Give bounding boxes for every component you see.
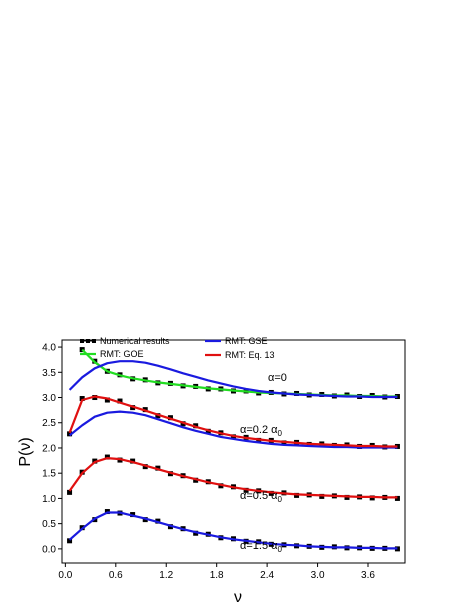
y-axis-label: P(ν) [17, 437, 34, 466]
series-line [68, 395, 398, 448]
legend-marker [92, 339, 96, 343]
y-tick-label: 3.5 [42, 368, 56, 379]
y-tick-label: 4.0 [42, 343, 56, 354]
legend-label: RMT: Eq. 13 [225, 350, 275, 360]
data-point [394, 443, 400, 449]
x-tick-label: 2.4 [260, 570, 274, 581]
legend-entry: RMT: GSE [205, 336, 268, 346]
x-tick-label: 1.8 [210, 570, 224, 581]
annotation: α=1.5 α0 [240, 540, 283, 554]
data-point [394, 495, 400, 501]
data-point [394, 546, 400, 552]
y-tick-label: 3.0 [42, 393, 56, 404]
annotation-sub: 0 [278, 429, 283, 438]
data-point [79, 396, 85, 402]
data-point [67, 431, 73, 437]
x-axis-label: ν [234, 589, 242, 606]
legend-entry: RMT: Eq. 13 [205, 350, 275, 360]
legend-marker [80, 339, 84, 343]
data-point [104, 397, 110, 403]
legend-label: RMT: GSE [225, 336, 268, 346]
legend-marker [86, 339, 90, 343]
data-point [79, 347, 85, 353]
y-tick-label: 2.5 [42, 418, 56, 429]
series-line [68, 457, 398, 499]
y-tick-label: 1.0 [42, 494, 56, 505]
data-point [67, 489, 73, 495]
plot-frame [61, 339, 406, 564]
legend-label: RMT: GOE [100, 349, 144, 359]
annotation: α=0 [268, 372, 287, 384]
legend-entry: RMT: GOE [80, 349, 144, 359]
annotation-sub: 0 [278, 495, 283, 504]
data-point [117, 398, 123, 404]
series-line [68, 360, 398, 399]
x-tick-label: 3.6 [361, 570, 375, 581]
data-point [67, 538, 73, 544]
annotation-text: α=1.5 α [240, 540, 278, 552]
y-tick-label: 2.0 [42, 443, 56, 454]
annotation-sub: 0 [278, 545, 283, 554]
annotation-text: α=0 [268, 372, 287, 384]
annotation-text: α=0.2 α [240, 424, 278, 436]
y-tick-label: 0.0 [42, 544, 56, 555]
annotation: α=0.2 α0 [240, 424, 283, 438]
x-tick-label: 0.6 [109, 570, 123, 581]
y-tick-label: 0.5 [42, 519, 56, 530]
annotation: α=0.5 α0 [240, 490, 283, 504]
x-tick-label: 0.0 [58, 570, 72, 581]
legend-entry: Numerical results [80, 336, 170, 346]
series-line [68, 410, 398, 449]
x-tick-label: 3.0 [311, 570, 325, 581]
series-line [68, 511, 398, 550]
legend-label: Numerical results [100, 336, 170, 346]
annotation-text: α=0.5 α [240, 490, 278, 502]
data-point [394, 394, 400, 400]
y-tick-label: 1.5 [42, 469, 56, 480]
x-tick-label: 1.2 [159, 570, 173, 581]
